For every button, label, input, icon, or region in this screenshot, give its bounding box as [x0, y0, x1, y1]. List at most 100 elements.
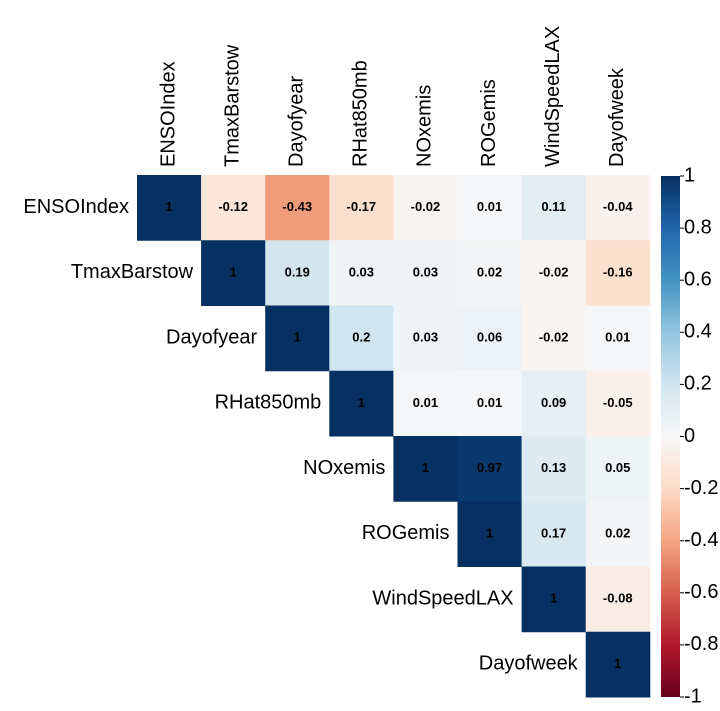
cell [265, 240, 330, 306]
cell [457, 370, 523, 437]
cell-label: 0.2 [352, 330, 370, 345]
cell-label: -0.43 [282, 199, 312, 214]
cell [393, 370, 458, 437]
cell [585, 305, 651, 372]
cell [201, 175, 266, 241]
cell [137, 175, 202, 241]
cell [521, 240, 587, 306]
colorbar-tick-label: 0.8 [684, 216, 712, 238]
row-label: Dayofyear [166, 326, 257, 348]
colorbar-tick-label: 0.4 [684, 321, 712, 343]
cell [457, 501, 523, 567]
cell [585, 370, 651, 437]
cell [329, 305, 394, 372]
cell [521, 501, 587, 567]
cell-label: -0.02 [539, 330, 569, 345]
cell [585, 436, 651, 502]
cell [457, 175, 523, 241]
column-label: ROGemis [478, 79, 500, 167]
cell-label: 0.01 [477, 395, 502, 410]
cell-label: 0.09 [541, 395, 566, 410]
cell [329, 240, 394, 306]
cell-label: 0.01 [605, 330, 630, 345]
cell [585, 240, 651, 306]
colorbar-tick-label: 0 [684, 425, 695, 447]
cell [521, 566, 587, 633]
cell-label: 0.97 [477, 460, 502, 475]
colorbar-tick-label: -0.6 [684, 581, 718, 603]
colorbar [661, 176, 680, 697]
cell-label: 1 [165, 199, 172, 214]
cell [393, 240, 458, 306]
cell-label: -0.16 [603, 264, 633, 279]
cell [457, 240, 523, 306]
cell-label: -0.02 [411, 199, 441, 214]
cell [393, 175, 458, 241]
cell [585, 631, 651, 698]
row-label: WindSpeedLAX [372, 587, 513, 609]
cell [457, 436, 523, 502]
colorbar-tick-label: -0.8 [684, 633, 718, 655]
cell-label: 1 [358, 395, 365, 410]
cell-label: -0.05 [603, 395, 633, 410]
colorbar-tick-label: -1 [684, 685, 702, 706]
cell-label: 1 [550, 591, 557, 606]
colorbar-tick-label: -0.4 [684, 529, 718, 551]
row-label: Dayofweek [479, 653, 579, 675]
colorbar-tick-label: 0.6 [684, 268, 712, 290]
row-label: ROGemis [362, 522, 450, 544]
row-label: TmaxBarstow [71, 261, 194, 283]
cell [457, 305, 523, 372]
cell-label: 0.02 [605, 525, 630, 540]
cell [585, 501, 651, 567]
cell-label: 1 [422, 460, 429, 475]
column-label: WindSpeedLAX [542, 26, 564, 167]
cell [265, 305, 330, 372]
cell-label: -0.04 [603, 199, 633, 214]
cell-label: 1 [614, 656, 621, 671]
column-label: RHat850mb [350, 60, 372, 167]
cell [393, 436, 458, 502]
cell-label: 0.19 [285, 264, 310, 279]
cell [265, 175, 330, 241]
cell [521, 175, 587, 241]
cell-label: -0.12 [218, 199, 248, 214]
cell-label: 0.01 [413, 395, 438, 410]
cell-label: 0.03 [413, 264, 438, 279]
cell [329, 370, 394, 437]
cell-label: 0.03 [413, 330, 438, 345]
cell-label: 0.02 [477, 264, 502, 279]
colorbar-tick-label: 1 [684, 164, 695, 186]
cell [393, 305, 458, 372]
column-label: Dayofweek [606, 67, 628, 167]
cell [201, 240, 266, 306]
cell [521, 370, 587, 437]
column-label: ENSOIndex [157, 61, 179, 167]
cell-label: 0.13 [541, 460, 566, 475]
cell-label: -0.02 [539, 264, 569, 279]
cell-label: 1 [230, 264, 237, 279]
cell-label: 1 [486, 525, 493, 540]
row-label: RHat850mb [215, 392, 322, 414]
cell [585, 566, 651, 633]
column-label: Dayofyear [286, 76, 308, 167]
colorbar-tick-label: -0.2 [684, 477, 718, 499]
row-label: NOxemis [303, 457, 385, 479]
cell-label: 0.05 [605, 460, 630, 475]
cell [521, 305, 587, 372]
cell-label: 0.06 [477, 330, 502, 345]
cell-label: 0.17 [541, 525, 566, 540]
cell [521, 436, 587, 502]
row-label: ENSOIndex [23, 196, 129, 218]
cell-label: -0.17 [347, 199, 377, 214]
colorbar-tick-label: 0.2 [684, 373, 712, 395]
column-label: TmaxBarstow [221, 44, 243, 167]
cell-label: 0.01 [477, 199, 502, 214]
column-label: NOxemis [414, 85, 436, 167]
cell-label: -0.08 [603, 591, 633, 606]
cell [329, 175, 394, 241]
cell [585, 175, 651, 241]
cell-label: 0.11 [541, 199, 566, 214]
